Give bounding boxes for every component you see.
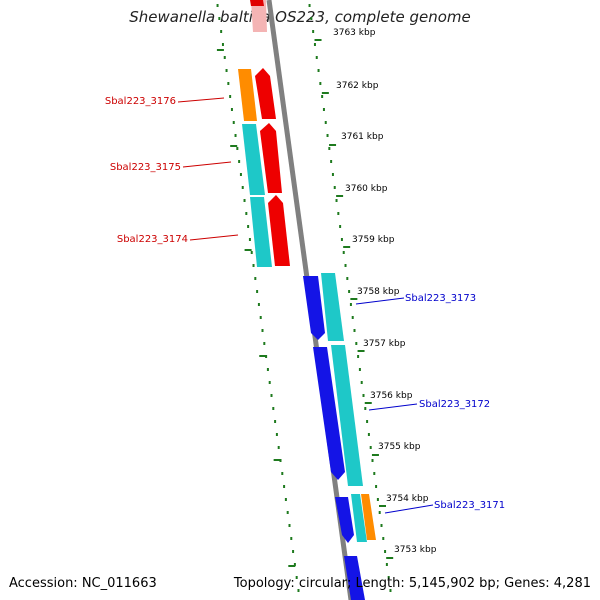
feature-cyan-3175 [242,124,265,195]
genome-summary-text: Topology: circular; Length: 5,145,902 bp… [233,576,591,591]
tick-tracks [216,4,394,592]
feature-orange-3171 [361,494,376,540]
feature-orange-3176 [238,69,257,121]
feature-cyan-3171 [351,494,367,542]
kbp-label: 3762 kbp [336,81,379,91]
feature-red-3175-arrow [260,123,282,193]
feature-cyan-3174 [250,197,272,267]
leader-line-3175 [182,161,232,168]
kbp-label: 3756 kbp [370,391,413,401]
feature-cyan-3172 [331,345,363,486]
map-title: Shewanella baltica OS223, complete genom… [129,8,471,26]
accession-text: Accession: NC_011663 [9,576,157,591]
leader-line-3173 [355,297,405,305]
leader-line-3176 [177,97,225,103]
kbp-label: 3763 kbp [333,28,376,38]
gene-label-sbal223-3176[interactable]: Sbal223_3176 [105,96,176,107]
feature-red-3174-arrow [268,195,290,266]
gene-label-sbal223-3172[interactable]: Sbal223_3172 [419,399,490,410]
kbp-labels: 3763 kbp 3762 kbp 3761 kbp 3760 kbp 3759… [333,28,437,555]
gene-label-sbal223-3174[interactable]: Sbal223_3174 [117,234,188,245]
feature-red-3176-arrow [255,68,276,119]
kbp-label: 3758 kbp [357,287,400,297]
kbp-label: 3761 kbp [341,132,384,142]
kbp-label: 3760 kbp [345,184,388,194]
leader-line-3172 [368,403,418,411]
feature-faded-top-2 [250,0,264,6]
gene-labels: Sbal223_3176 Sbal223_3175 Sbal223_3174 S… [105,96,505,511]
kbp-label: 3759 kbp [352,235,395,245]
feature-cyan-3173 [321,273,344,341]
feature-blue-3172-arrow [313,347,345,480]
gene-leaders [177,97,434,514]
feature-blue-3171-arrow [335,497,354,543]
leader-line-3174 [189,234,239,241]
kbp-label: 3757 kbp [363,339,406,349]
gene-label-sbal223-3173[interactable]: Sbal223_3173 [405,293,476,304]
leader-line-3171 [384,504,434,514]
feature-faded-top [251,0,267,32]
gene-label-sbal223-3171[interactable]: Sbal223_3171 [434,500,505,511]
gene-label-sbal223-3175[interactable]: Sbal223_3175 [110,162,181,173]
kbp-label: 3755 kbp [378,442,421,452]
feature-blue-3173-arrow [303,276,325,340]
kbp-label: 3754 kbp [386,494,429,504]
kbp-label: 3753 kbp [394,545,437,555]
feature-blue-bottom [344,556,365,600]
